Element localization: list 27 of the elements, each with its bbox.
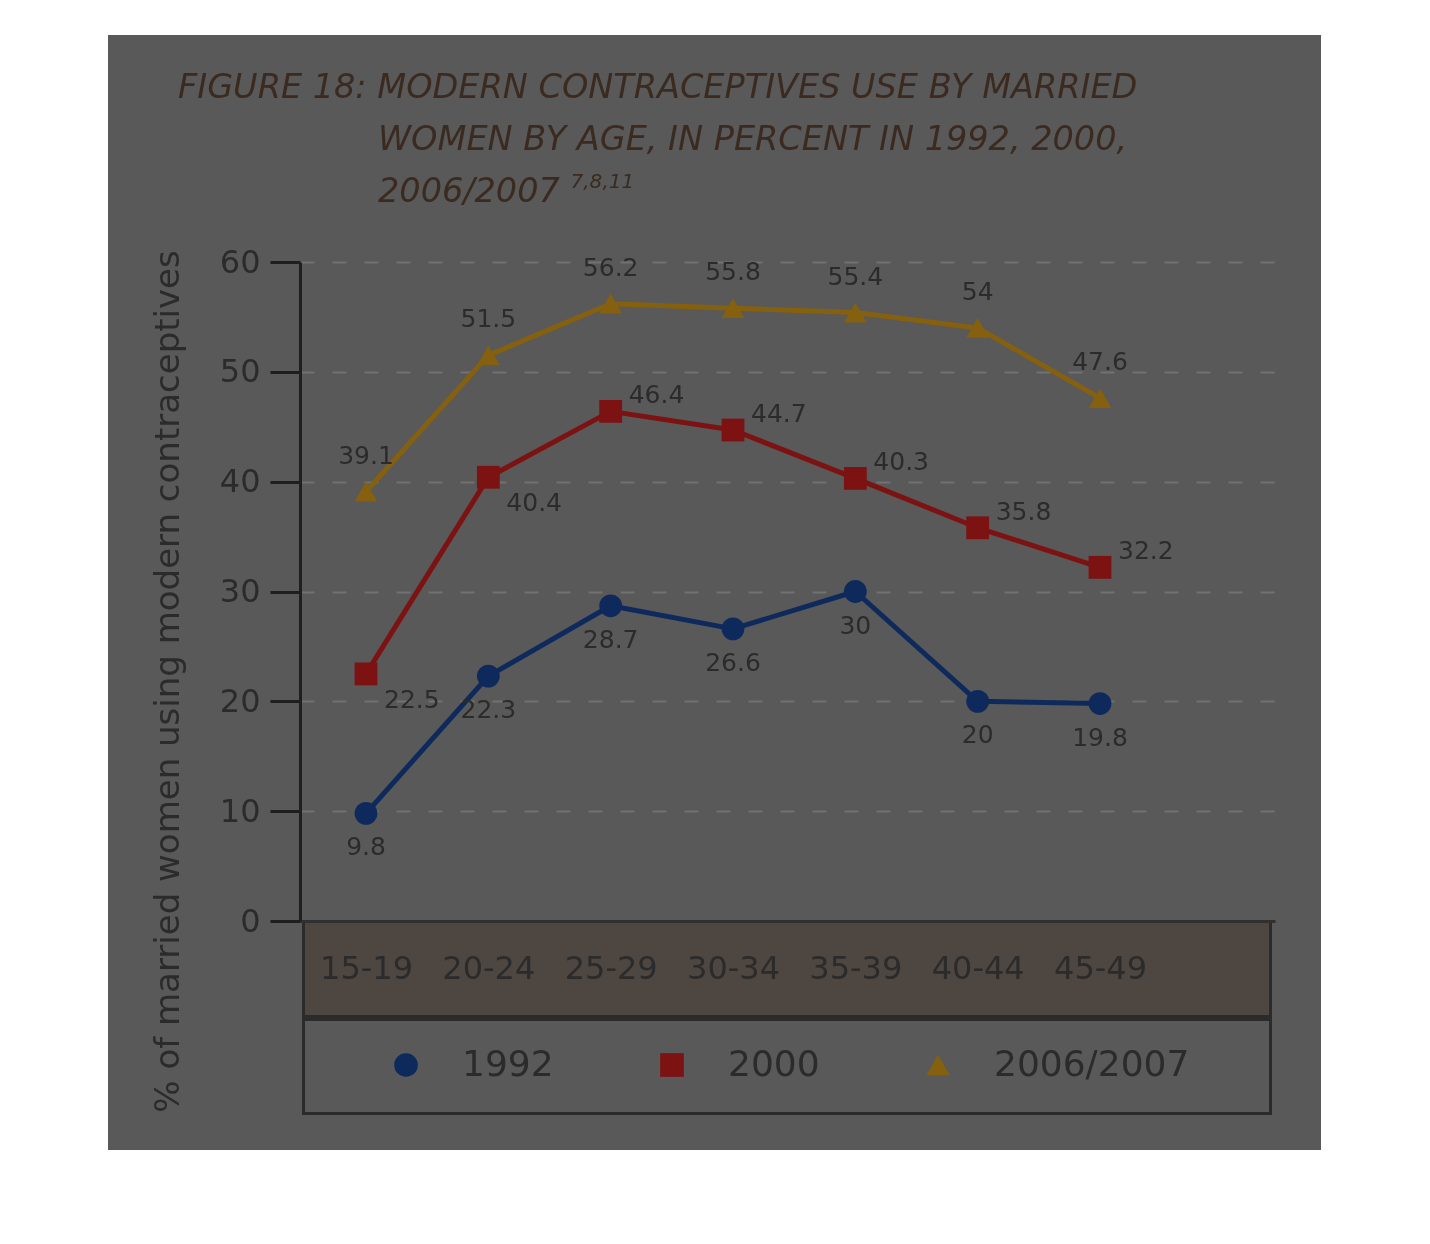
point	[599, 399, 623, 423]
data-label: 39.1	[338, 440, 394, 470]
point	[966, 318, 990, 338]
point	[843, 466, 867, 490]
point	[599, 594, 623, 618]
point	[843, 580, 867, 603]
point	[966, 689, 990, 713]
point	[354, 801, 378, 825]
point	[599, 293, 623, 314]
point	[354, 662, 378, 686]
point	[1088, 388, 1112, 409]
point	[721, 617, 745, 641]
point	[1088, 692, 1112, 715]
data-label: 55.8	[705, 257, 761, 287]
point	[476, 465, 500, 489]
point	[476, 345, 500, 366]
point	[966, 516, 990, 540]
point	[721, 298, 745, 318]
point	[721, 418, 745, 442]
data-label: 56.2	[582, 252, 639, 282]
chart-title: FIGURE 18: MODERN CONTRACEPTIVES USE BY MARRIED WOMEN BY AGE, IN PERCENT IN 1992, 2000, 2006/2007 $^{7,8,11}$	[178, 66, 1139, 212]
point	[354, 481, 378, 502]
point	[1088, 555, 1112, 579]
data-label: 22.3	[460, 695, 517, 725]
data-label: 22.5	[384, 684, 440, 714]
point	[843, 302, 867, 323]
point	[476, 664, 500, 688]
